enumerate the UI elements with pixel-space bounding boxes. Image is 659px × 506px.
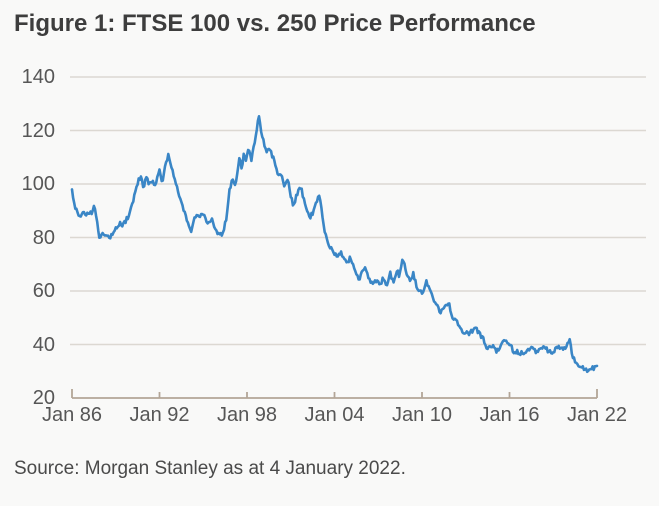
x-tick-label: Jan 98 [216,404,278,426]
x-tick-label: Jan 16 [479,404,540,426]
y-tick-label: 80 [32,226,55,249]
figure-title: Figure 1: FTSE 100 vs. 250 Price Perform… [14,10,536,37]
y-tick-label: 140 [21,66,55,88]
x-tick-label: Jan 92 [129,404,190,426]
x-tick-label: Jan 86 [41,404,103,426]
y-tick-label: 20 [32,387,55,409]
y-tick-label: 120 [21,119,55,142]
x-tick-label: Jan 22 [566,404,628,426]
source-note: Source: Morgan Stanley as at 4 January 2… [14,458,406,479]
y-tick-label: 100 [21,173,55,195]
x-tick-label: Jan 04 [304,404,365,426]
ftse-relative-line [70,115,599,374]
x-tick-label: Jan 10 [391,404,453,426]
y-tick-label: 40 [32,333,55,356]
y-tick-label: 60 [32,280,55,302]
